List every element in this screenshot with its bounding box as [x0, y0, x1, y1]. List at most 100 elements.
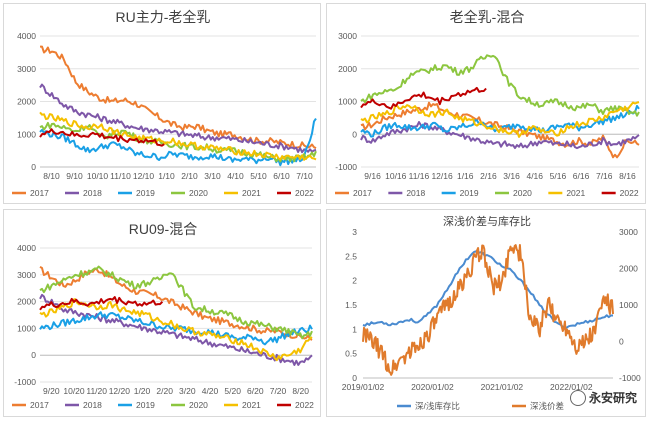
x-tick-label: 9/10 [66, 171, 83, 181]
y-right-tick-label: -1000 [619, 373, 641, 383]
x-tick-label: 10/20 [63, 386, 85, 396]
y-tick-label: 0 [31, 162, 36, 172]
legend-label-2018: 2018 [83, 188, 102, 198]
y-tick-label: 3000 [17, 64, 36, 74]
series-line-2018 [39, 83, 317, 154]
legend-label-2022: 2022 [295, 400, 314, 410]
x-tick-label: 2020/01/02 [411, 382, 454, 392]
x-tick-label: 12/16 [431, 171, 453, 181]
wechat-icon [569, 389, 586, 406]
series-line-2019 [39, 311, 313, 346]
legend-label-2018: 2018 [406, 188, 425, 198]
chart-ru09-mix: RU09-混合 -1000 0 1000 2000 3000 4000 9/20 10/20 11… [3, 209, 321, 417]
series-line-ratio [362, 250, 613, 329]
legend-label-2019: 2019 [136, 400, 155, 410]
chart-lao-mix: 老全乳-混合 -1000 0 1000 2000 3000 9/16 10/16 11/16 12… [326, 3, 646, 204]
legend-label-1: 深浅价差 [530, 401, 564, 411]
chart-title: RU09-混合 [129, 221, 197, 237]
chart-title: 老全乳-混合 [450, 9, 525, 25]
y-left-tick-label: 0.5 [345, 349, 357, 359]
x-tick-label: 2019/01/02 [342, 382, 385, 392]
y-tick-label: 0 [31, 350, 36, 360]
y-left-tick-label: 2.5 [345, 251, 357, 261]
x-tick-label: 4/20 [202, 386, 219, 396]
chart-lao-mix-svg: 老全乳-混合 -1000 0 1000 2000 3000 9/16 10/16 11/16 12… [335, 9, 640, 198]
legend-label-2020: 2020 [513, 188, 532, 198]
chart-title: RU主力-老全乳 [116, 9, 211, 25]
x-tick-label: 5/20 [224, 386, 241, 396]
x-tick-label: 11/16 [409, 171, 430, 181]
x-tick-label: 10/16 [385, 171, 407, 181]
x-tick-label: 12/20 [109, 386, 131, 396]
y-tick-label: 0 [352, 129, 357, 139]
legend-label-2017: 2017 [30, 400, 49, 410]
legend-label-2020: 2020 [189, 188, 208, 198]
watermark-text: 永安研究 [588, 391, 637, 405]
legend-label-2020: 2020 [189, 400, 208, 410]
series-line-2020 [39, 265, 313, 340]
legend-label-2018: 2018 [83, 400, 102, 410]
x-tick-label: 1/10 [158, 171, 175, 181]
y-tick-label: -1000 [14, 377, 36, 387]
x-tick-label: 2022/01/02 [550, 382, 593, 392]
x-tick-label: 9/20 [43, 386, 60, 396]
x-tick-label: 3/10 [204, 171, 221, 181]
y-tick-label: -1000 [335, 162, 357, 172]
y-tick-label: 4000 [17, 31, 36, 41]
y-tick-label: 2000 [17, 297, 36, 307]
x-tick-label: 1/20 [134, 386, 151, 396]
series-line-2018 [360, 121, 640, 150]
legend-label-2017: 2017 [353, 188, 372, 198]
y-tick-label: 1000 [17, 129, 36, 139]
y-tick-label: 1000 [338, 97, 357, 107]
legend-label-2019: 2019 [460, 188, 479, 198]
x-tick-label: 6/16 [573, 171, 590, 181]
x-tick-label: 8/20 [292, 386, 309, 396]
y-right-tick-label: 1000 [619, 300, 638, 310]
series-line-spread [362, 244, 614, 376]
x-tick-label: 6/20 [247, 386, 264, 396]
chart-ru-main-lao-svg: RU主力-老全乳 0 1000 2000 3000 4000 8/10 9/10 10/10 11… [12, 9, 317, 198]
y-left-tick-label: 3 [352, 227, 357, 237]
x-tick-label: 5/16 [550, 171, 567, 181]
x-tick-label: 11/20 [86, 386, 107, 396]
y-right-tick-label: 3000 [619, 227, 638, 237]
series-line-2019 [39, 118, 317, 167]
x-tick-label: 3/16 [503, 171, 520, 181]
y-tick-label: 1000 [17, 323, 36, 333]
series-line-2017 [40, 45, 317, 150]
x-tick-label: 8/16 [619, 171, 636, 181]
x-tick-label: 7/10 [296, 171, 313, 181]
x-tick-label: 6/10 [273, 171, 290, 181]
y-tick-label: 2000 [338, 64, 357, 74]
series-line-2021 [360, 101, 640, 138]
y-left-tick-label: 1 [352, 324, 357, 334]
x-tick-label: 2/10 [181, 171, 198, 181]
y-left-tick-label: 0 [352, 373, 357, 383]
x-tick-label: 8/10 [43, 171, 60, 181]
series-line-2022 [360, 86, 487, 110]
y-tick-label: 2000 [17, 97, 36, 107]
chart-ru-main-lao: RU主力-老全乳 0 1000 2000 3000 4000 8/10 9/10 10/10 11… [3, 3, 321, 204]
legend-label-2017: 2017 [30, 188, 49, 198]
x-tick-label: 2/20 [156, 386, 173, 396]
legend-label-2021: 2021 [242, 188, 261, 198]
chart-spread-ratio-svg: 深浅价差与库存比 0 0.5 1 1.5 2 2.5 3 -1000 0 1000 2000 3000 2… [342, 214, 641, 411]
x-tick-label: 11/10 [110, 171, 131, 181]
series-line-2017 [39, 265, 313, 341]
y-right-tick-label: 2000 [619, 264, 638, 274]
legend-label-2022: 2022 [620, 188, 639, 198]
x-tick-label: 7/20 [270, 386, 287, 396]
y-left-tick-label: 2 [352, 276, 357, 286]
legend-label-2019: 2019 [136, 188, 155, 198]
y-tick-label: 3000 [17, 270, 36, 280]
series-line-2022 [39, 128, 165, 147]
series-line-2021 [39, 111, 317, 161]
legend-label-0: 深/浅库存比 [415, 401, 460, 411]
x-tick-label: 2021/01/02 [481, 382, 524, 392]
series-line-2017 [360, 101, 640, 159]
legend-label-2021: 2021 [566, 188, 585, 198]
x-tick-label: 7/16 [596, 171, 613, 181]
legend-label-2022: 2022 [295, 188, 314, 198]
legend-label-2021: 2021 [242, 400, 261, 410]
